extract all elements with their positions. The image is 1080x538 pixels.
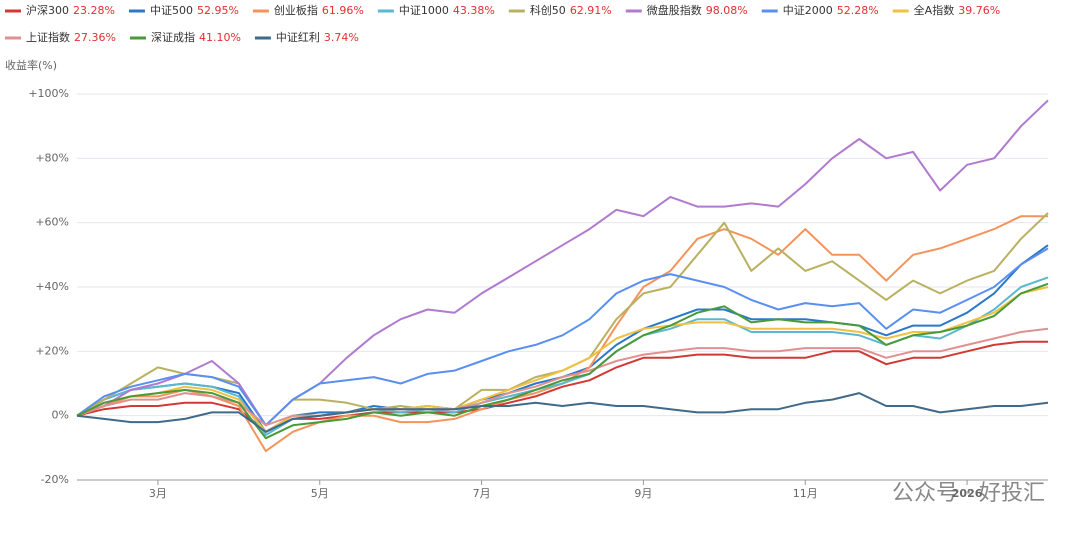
legend-label: 中证500 xyxy=(150,4,193,17)
legend-label: 沪深300 xyxy=(26,3,69,17)
y-tick-label: -20% xyxy=(41,473,69,486)
legend-item: 中证2000 52.28% xyxy=(761,4,879,17)
legend-value: 52.95% xyxy=(197,4,239,17)
x-tick-label: 5月 xyxy=(311,487,329,500)
legend-label: 中证2000 xyxy=(783,4,833,17)
legend-value: 3.74% xyxy=(324,31,359,44)
series-line xyxy=(76,282,1049,440)
series-line xyxy=(76,99,1049,427)
legend-item: 沪深300 23.28% xyxy=(5,3,115,17)
y-tick-label: +60% xyxy=(35,216,69,229)
legend-value: 62.91% xyxy=(570,4,612,17)
y-tick-label: +40% xyxy=(35,280,69,293)
series-line xyxy=(76,286,1049,433)
legend-item: 中证红利 3.74% xyxy=(254,31,359,44)
legend-value: 23.28% xyxy=(73,4,115,17)
legend-label: 中证1000 xyxy=(399,4,449,17)
legend-value: 41.10% xyxy=(199,31,241,44)
legend-value: 61.96% xyxy=(322,4,364,17)
x-tick-label: 7月 xyxy=(473,487,491,500)
y-tick-label: 0% xyxy=(52,409,69,422)
legend-label: 微盘股指数 xyxy=(647,3,702,17)
legend-label: 上证指数 xyxy=(26,30,70,44)
series-line xyxy=(76,327,1049,427)
x-tick-label: 3月 xyxy=(149,487,167,500)
legend-value: 39.76% xyxy=(958,4,1000,17)
legend-label: 深证成指 xyxy=(151,30,195,44)
legend-value: 27.36% xyxy=(74,31,116,44)
series-line xyxy=(76,392,1049,433)
legend-item: 上证指数 27.36% xyxy=(5,30,116,44)
legend-item: 中证1000 43.38% xyxy=(377,4,495,17)
legend-item: 科创50 62.91% xyxy=(508,3,612,17)
legend-item: 中证500 52.95% xyxy=(128,4,239,17)
x-tick-label: 2026 xyxy=(952,487,983,500)
legend-label: 科创50 xyxy=(530,3,566,17)
legend-item: 微盘股指数 98.08% xyxy=(625,3,748,17)
legend-item: 创业板指 61.96% xyxy=(252,3,364,17)
legend-label: 全A指数 xyxy=(914,3,955,17)
watermark: 公众号 · 好投汇 xyxy=(892,481,1045,506)
legend-value: 43.38% xyxy=(453,4,495,17)
legend-item: 全A指数 39.76% xyxy=(892,3,1000,17)
y-axis-title: 收益率(%) xyxy=(5,58,57,72)
legend-item: 深证成指 41.10% xyxy=(129,30,241,44)
series-line xyxy=(76,247,1049,427)
x-tick-label: 11月 xyxy=(793,487,818,500)
y-tick-label: +100% xyxy=(28,87,69,100)
legend-label: 创业板指 xyxy=(274,3,318,17)
y-tick-label: +20% xyxy=(35,344,69,357)
y-tick-label: +80% xyxy=(35,151,69,164)
legend-value: 98.08% xyxy=(706,4,748,17)
x-tick-label: 9月 xyxy=(634,487,652,500)
legend-label: 中证红利 xyxy=(276,31,320,44)
series-line xyxy=(76,340,1048,433)
series-line xyxy=(76,276,1049,436)
legend-value: 52.28% xyxy=(837,4,879,17)
